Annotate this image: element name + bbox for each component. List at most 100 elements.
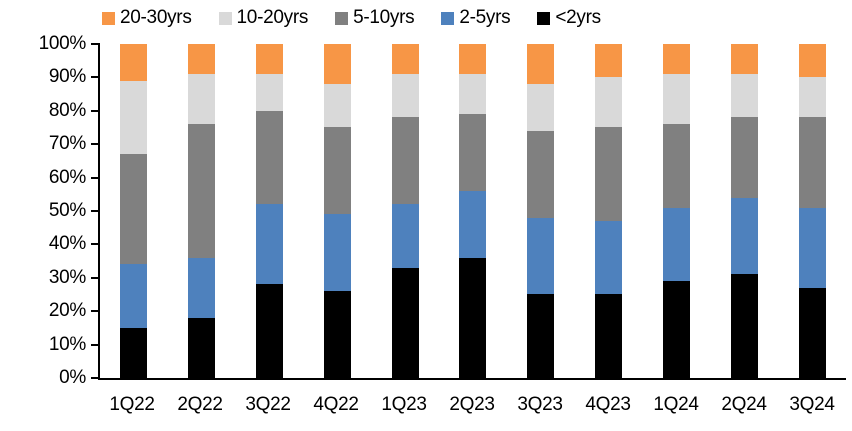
legend: 20-30yrs 10-20yrs 5-10yrs 2-5yrs <2yrs	[102, 7, 601, 29]
bar-column-2Q24	[710, 44, 778, 378]
x-tick-label: 4Q23	[585, 394, 631, 415]
y-tick-label: 70%	[48, 133, 86, 155]
bars	[100, 44, 846, 378]
x-tick-label: 2Q24	[721, 394, 767, 415]
bar-segment	[662, 281, 690, 378]
legend-swatch-icon	[102, 11, 115, 25]
bar-segment	[188, 74, 216, 125]
legend-item: 20-30yrs	[102, 7, 192, 29]
bar-column-4Q23	[575, 44, 643, 378]
x-tick-label: 1Q22	[109, 394, 155, 415]
bar-segment	[391, 117, 419, 205]
bar-segment	[188, 317, 216, 378]
stacked-bar	[188, 44, 216, 378]
stacked-bar	[730, 44, 758, 378]
bar-segment	[256, 284, 284, 378]
y-axis-labels: 100% 90% 80% 70% 60% 50% 40% 30% 20% 10% 0%	[0, 33, 87, 388]
bar-segment	[256, 110, 284, 205]
bar-segment	[662, 74, 690, 125]
y-tick-label: 0%	[59, 367, 86, 388]
legend-label: 20-30yrs	[120, 7, 192, 28]
bar-segment	[391, 267, 419, 378]
bar-column-3Q24	[778, 44, 846, 378]
bar-segment	[256, 74, 284, 111]
bar-segment	[256, 44, 284, 75]
bar-segment	[391, 44, 419, 75]
y-tick-mark	[91, 377, 100, 379]
stacked-bar	[323, 44, 351, 378]
bar-segment	[798, 44, 826, 78]
plot-area	[91, 43, 846, 380]
bar-segment	[323, 127, 351, 215]
bar-segment	[120, 80, 148, 155]
y-tick-mark	[91, 343, 100, 346]
y-tick-label: 100%	[38, 33, 87, 54]
legend-item: <2yrs	[537, 7, 601, 29]
bar-column-3Q22	[236, 44, 304, 378]
bar-segment	[595, 77, 623, 128]
bar-segment	[730, 274, 758, 378]
legend-item: 10-20yrs	[218, 7, 309, 29]
x-tick-label: 3Q22	[245, 394, 291, 415]
bar-segment	[459, 114, 487, 191]
x-tick-label: 3Q23	[517, 394, 563, 415]
y-tick-label: 10%	[48, 333, 86, 355]
bar-segment	[459, 44, 487, 75]
bar-segment	[323, 291, 351, 378]
legend-label: 5-10yrs	[353, 7, 415, 28]
bar-segment	[662, 44, 690, 75]
bar-segment	[391, 74, 419, 118]
bar-segment	[459, 257, 487, 378]
stacked-bar	[120, 44, 148, 378]
x-tick-label: 2Q23	[449, 394, 495, 415]
stacked-bar	[662, 44, 690, 378]
bar-column-2Q23	[439, 44, 507, 378]
legend-swatch-icon	[335, 11, 349, 25]
bar-segment	[730, 74, 758, 118]
y-tick-label: 40%	[48, 233, 86, 255]
bar-segment	[595, 127, 623, 221]
legend-item: 5-10yrs	[335, 7, 415, 29]
legend-label: 10-20yrs	[236, 7, 309, 28]
bar-segment	[798, 207, 826, 288]
y-tick-mark	[91, 176, 100, 179]
legend-label: 2-5yrs	[459, 7, 511, 28]
y-tick-mark	[91, 210, 100, 212]
y-tick-label: 90%	[48, 66, 86, 88]
y-tick-mark	[91, 276, 100, 279]
y-tick-mark	[91, 76, 100, 79]
bar-segment	[527, 44, 555, 85]
bar-segment	[730, 197, 758, 275]
x-tick-label: 1Q23	[381, 394, 427, 415]
stacked-bar	[256, 44, 284, 378]
bar-segment	[527, 294, 555, 378]
x-tick-label: 1Q24	[653, 394, 699, 415]
y-tick-mark	[91, 43, 100, 45]
bar-segment	[730, 117, 758, 198]
y-tick-mark	[91, 310, 100, 313]
bar-segment	[323, 214, 351, 292]
bar-segment	[730, 44, 758, 75]
legend-label: <2yrs	[555, 7, 601, 28]
legend-swatch-icon	[441, 11, 455, 25]
legend-item: 2-5yrs	[441, 7, 511, 29]
y-tick-label: 50%	[48, 200, 86, 221]
legend-swatch-icon	[218, 11, 232, 25]
y-tick-mark	[91, 143, 100, 146]
bar-segment	[459, 190, 487, 258]
bar-segment	[120, 44, 148, 81]
x-tick-label: 4Q22	[313, 394, 359, 415]
x-tick-label: 2Q22	[177, 394, 223, 415]
x-tick-label: 3Q24	[789, 394, 835, 415]
bar-segment	[323, 44, 351, 85]
x-axis-labels: 1Q22 2Q22 3Q22 4Q22 1Q23 2Q23 3Q23 4Q23 1Q24 2Q24…	[98, 394, 846, 416]
bar-segment	[188, 257, 216, 318]
bar-segment	[595, 44, 623, 78]
bar-column-1Q23	[371, 44, 439, 378]
bar-segment	[459, 74, 487, 115]
bar-segment	[120, 327, 148, 378]
bar-column-2Q22	[168, 44, 236, 378]
bar-segment	[798, 117, 826, 208]
stacked-bar	[798, 44, 826, 378]
stacked-bar	[459, 44, 487, 378]
